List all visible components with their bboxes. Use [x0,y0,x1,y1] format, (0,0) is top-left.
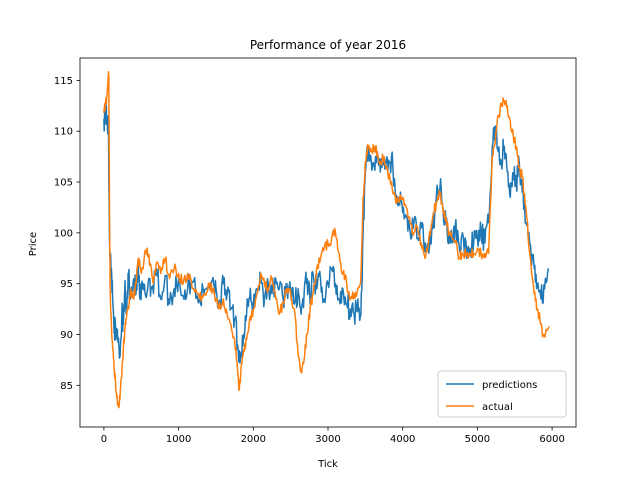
x-tick-label: 6000 [539,434,564,445]
y-axis-label: Price [28,232,39,256]
x-tick-label: 3000 [315,434,340,445]
x-tick-label: 0 [101,434,107,445]
y-tick-label: 105 [54,178,73,189]
chart-title: Performance of year 2016 [250,38,406,52]
y-tick-label: 95 [60,279,73,290]
y-axis: 85 90 95 100 105 110 115 [54,76,80,392]
x-tick-label: 5000 [465,434,490,445]
legend-label-predictions: predictions [482,380,537,391]
y-tick-label: 100 [54,228,73,239]
x-tick-label: 2000 [241,434,266,445]
x-tick-label: 1000 [166,434,191,445]
legend-label-actual: actual [482,402,513,413]
y-tick-label: 110 [54,127,73,138]
x-axis: 0 1000 2000 3000 4000 5000 6000 [101,427,565,445]
x-axis-label: Tick [317,459,338,470]
y-tick-label: 85 [60,381,73,392]
y-tick-label: 115 [54,76,73,87]
series-line-actual [103,70,550,409]
legend: predictions actual [437,370,567,418]
x-tick-label: 4000 [390,434,415,445]
y-tick-label: 90 [60,330,73,341]
